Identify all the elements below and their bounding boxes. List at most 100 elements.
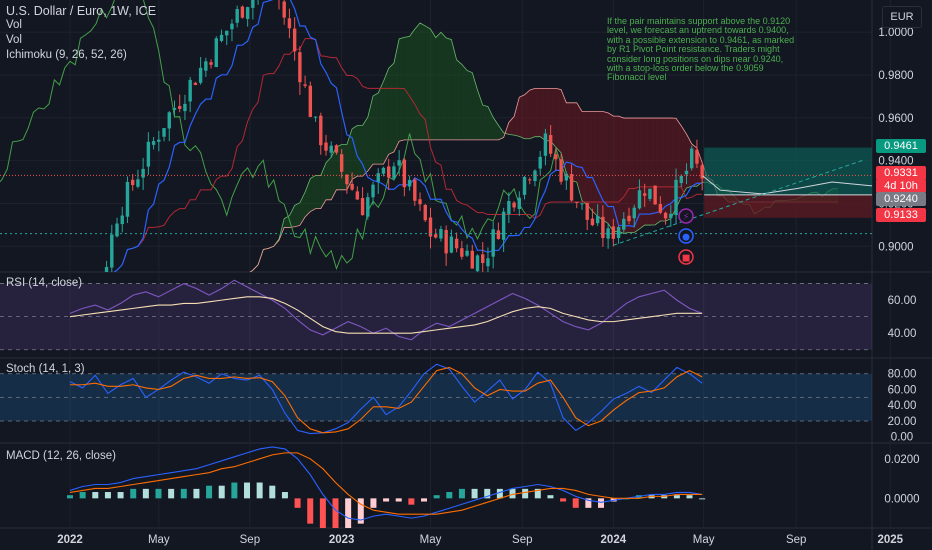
candlestick[interactable] [428,207,433,249]
candlestick[interactable] [141,157,145,191]
candlestick[interactable] [235,5,239,28]
candlestick[interactable] [209,59,213,69]
candlestick[interactable] [622,212,626,233]
candlestick[interactable] [292,17,297,61]
candlestick[interactable] [575,201,579,209]
candlestick[interactable] [225,30,229,46]
candlestick[interactable] [528,177,532,185]
candlestick[interactable] [313,116,318,122]
candlestick[interactable] [418,192,422,212]
candlestick[interactable] [695,139,699,169]
candlestick[interactable] [642,183,647,207]
candlestick[interactable] [548,125,553,158]
candlestick[interactable] [606,223,610,249]
candlestick[interactable] [637,179,642,210]
lightning-event-icon[interactable]: ⚡ [678,208,694,224]
candlestick[interactable] [282,0,286,25]
candlestick[interactable] [130,174,135,191]
candlestick[interactable] [178,94,182,113]
candlestick[interactable] [334,144,339,155]
candlestick[interactable] [162,127,166,142]
candlestick[interactable] [188,76,192,113]
ichimoku-legend[interactable]: Ichimoku (9, 26, 52, 26) [6,49,127,61]
candlestick[interactable] [151,136,156,150]
candlestick[interactable] [470,244,474,269]
candlestick[interactable] [193,81,198,86]
candlestick[interactable] [590,208,595,227]
candlestick[interactable] [507,192,511,224]
candlestick[interactable] [690,145,694,171]
volume-legend[interactable]: Vol [6,19,22,31]
candlestick[interactable] [183,94,187,121]
candlestick[interactable] [277,0,280,10]
candlestick[interactable] [491,221,495,269]
candlestick[interactable] [658,196,663,215]
candlestick[interactable] [663,211,668,225]
candlestick[interactable] [397,150,401,175]
candlestick[interactable] [386,158,391,190]
macd-legend[interactable]: MACD (12, 26, close) [6,450,116,462]
candlestick[interactable] [648,188,652,202]
candlestick[interactable] [230,19,234,42]
candlestick[interactable] [157,130,161,152]
stop-zone[interactable] [704,194,884,218]
candlestick[interactable] [392,162,396,181]
candlestick[interactable] [329,141,333,159]
candlestick[interactable] [303,75,307,89]
candlestick[interactable] [627,207,631,225]
candlestick[interactable] [355,186,360,200]
candlestick[interactable] [423,203,427,223]
rsi-legend[interactable]: RSI (14, close) [6,277,83,289]
candlestick[interactable] [517,191,522,216]
candlestick[interactable] [413,177,417,206]
candlestick[interactable] [616,225,621,244]
candlestick[interactable] [324,134,328,156]
currency-button[interactable]: EUR [882,6,922,28]
candlestick[interactable] [240,5,245,19]
flag-us-event-icon[interactable]: ■ [678,249,694,265]
candlestick[interactable] [167,111,171,142]
candlestick[interactable] [481,241,485,274]
candlestick[interactable] [538,150,542,176]
candlestick[interactable] [308,81,313,118]
candlestick[interactable] [204,57,208,77]
candlestick[interactable] [366,192,370,220]
candlestick[interactable] [407,175,412,191]
candlestick[interactable] [198,56,203,85]
candlestick[interactable] [595,204,600,227]
candlestick[interactable] [611,219,616,247]
candlestick[interactable] [580,202,584,210]
candlestick[interactable] [214,36,218,68]
candlestick[interactable] [104,260,109,288]
candlestick[interactable] [146,132,151,175]
candlestick[interactable] [115,217,119,238]
candlestick[interactable] [679,174,683,188]
candlestick[interactable] [465,244,469,257]
candlestick[interactable] [585,202,589,231]
candlestick[interactable] [486,247,490,279]
candlestick[interactable] [475,254,480,275]
candlestick[interactable] [319,112,323,155]
stoch-legend[interactable]: Stoch (14, 1, 3) [6,363,85,375]
candlestick[interactable] [632,204,636,228]
candlestick[interactable] [125,176,130,224]
candlestick[interactable] [444,225,448,266]
candlestick[interactable] [512,201,516,212]
candlestick[interactable] [569,164,574,202]
candlestick[interactable] [460,240,464,260]
candlestick[interactable] [559,153,563,185]
candlestick[interactable] [522,175,527,200]
target-zone[interactable] [704,147,884,195]
candlestick[interactable] [653,185,657,205]
candlestick[interactable] [402,157,407,197]
candlestick[interactable] [601,205,605,247]
candlestick[interactable] [684,163,689,185]
candlestick[interactable] [543,128,548,166]
volume-legend-2[interactable]: Vol [6,34,22,46]
candlestick[interactable] [339,149,344,179]
candlestick[interactable] [251,0,255,20]
candlestick[interactable] [501,207,506,252]
candlestick[interactable] [564,171,569,190]
candlestick[interactable] [287,8,292,39]
